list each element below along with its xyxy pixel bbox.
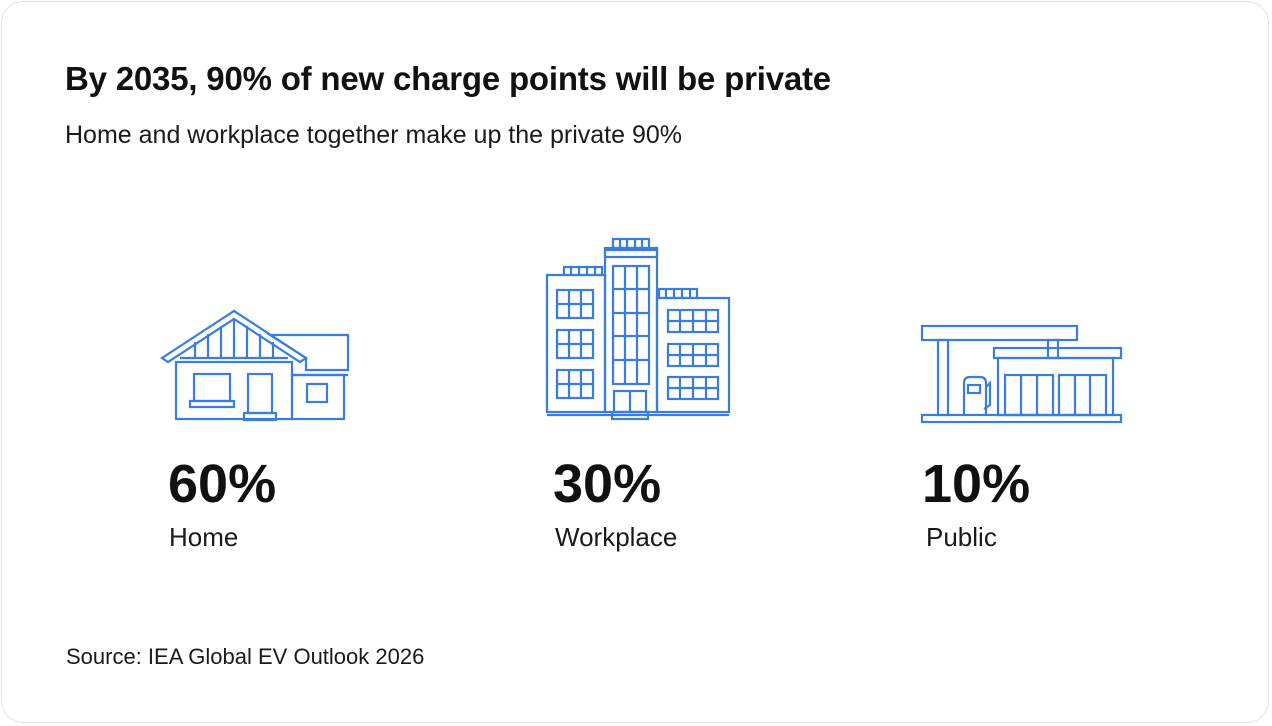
chart-subtitle: Home and workplace together make up the … [65, 121, 683, 149]
stat-label-home: Home [169, 522, 239, 552]
stat-label-public: Public [926, 522, 997, 552]
chart-title: By 2035, 90% of new charge points will b… [65, 60, 831, 97]
charging-station-icon [920, 324, 1123, 424]
office-buildings-icon [545, 237, 731, 421]
source-note: Source: IEA Global EV Outlook 2026 [66, 644, 425, 669]
stat-label-workplace: Workplace [555, 522, 678, 552]
stat-value-public: 10% [922, 454, 1031, 514]
stat-value-workplace: 30% [553, 454, 662, 514]
stat-value-home: 60% [168, 454, 277, 514]
house-icon [160, 309, 350, 422]
